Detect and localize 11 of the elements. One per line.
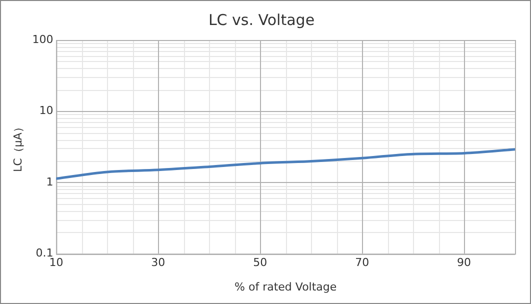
x-tick-label: 90 bbox=[457, 256, 472, 270]
x-tick-label: 30 bbox=[151, 256, 166, 270]
y-tick-label: 10 bbox=[39, 104, 54, 118]
x-tick-label: 70 bbox=[355, 256, 370, 270]
x-axis-title: % of rated Voltage bbox=[234, 280, 337, 294]
line-series bbox=[56, 148, 515, 180]
x-tick-label: 50 bbox=[253, 256, 268, 270]
y-tick-label: 100 bbox=[32, 32, 54, 46]
chart-title: LC vs. Voltage bbox=[208, 10, 315, 29]
y-tick-label: 1 bbox=[46, 175, 54, 188]
y-axis-title: LC（μA） bbox=[11, 122, 24, 172]
